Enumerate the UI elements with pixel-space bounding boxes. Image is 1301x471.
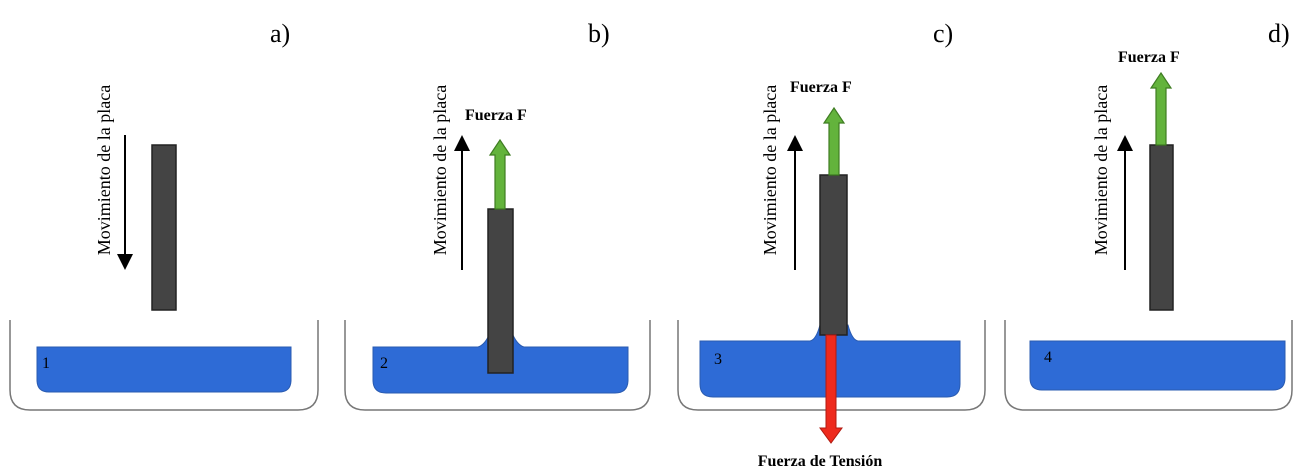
- movement-label: Movimiento de la placa: [1091, 85, 1111, 255]
- force-arrow: [490, 140, 510, 209]
- step-number: 1: [42, 355, 50, 372]
- movement-label: Movimiento de la placa: [430, 85, 450, 255]
- step-number: 2: [380, 355, 388, 372]
- force-label: Fuerza F: [1118, 49, 1180, 66]
- plate: [488, 209, 513, 373]
- step-number: 4: [1044, 349, 1052, 366]
- plate: [820, 175, 847, 335]
- movement-label: Movimiento de la placa: [760, 85, 780, 255]
- force-arrow: [824, 108, 844, 175]
- force-label: Fuerza F: [465, 107, 527, 124]
- panel-d: d) Movimiento de la placa Fuerza F 4: [1005, 19, 1292, 410]
- diagram: a) Movimiento de la placa 1 b) Movimient…: [0, 0, 1301, 471]
- movement-label: Movimiento de la placa: [94, 85, 114, 255]
- panel-letter: d): [1268, 19, 1290, 48]
- plate: [152, 145, 176, 310]
- panel-a: a) Movimiento de la placa 1: [10, 19, 318, 410]
- step-number: 3: [714, 351, 722, 368]
- force-label: Fuerza F: [790, 79, 852, 96]
- plate: [1150, 145, 1173, 310]
- liquid: [37, 347, 291, 392]
- panel-letter: b): [588, 19, 610, 48]
- panel-c: c) Movimiento de la placa Fuerza F Fuerz…: [678, 19, 985, 470]
- panel-letter: a): [270, 19, 290, 48]
- tension-label: Fuerza de Tensión: [758, 453, 883, 470]
- panel-b: b) Movimiento de la placa Fuerza F 2: [345, 19, 650, 410]
- liquid: [1030, 341, 1285, 390]
- panel-letter: c): [933, 19, 953, 48]
- force-arrow: [1151, 73, 1171, 145]
